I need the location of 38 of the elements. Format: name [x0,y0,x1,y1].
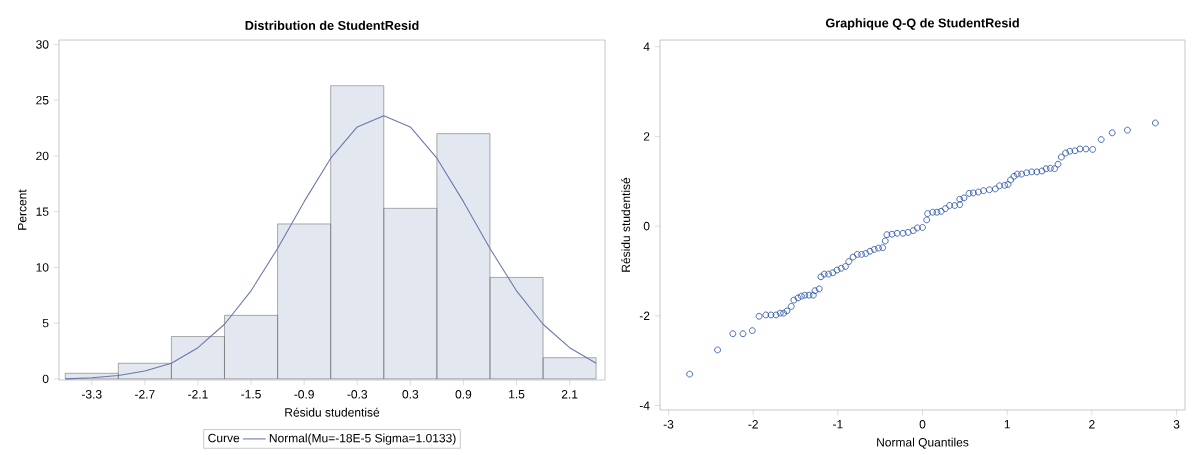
x-tick-label: -3.3 [81,390,102,399]
y-axis-title: Percent [18,189,27,230]
x-tick-label: -2.1 [188,390,208,399]
x-tick-label: -0.3 [347,390,368,399]
chart-title: Graphique Q-Q de StudentResid [825,18,1019,30]
x-axis-title: Normal Quantiles [877,437,969,449]
x-tick-label: -0.9 [294,390,314,399]
chart-title: Distribution de StudentResid [245,20,419,30]
y-tick-label: 20 [36,151,49,161]
y-tick-label: 0 [643,221,650,231]
y-tick-label: 4 [643,42,650,51]
x-tick-label: 2.1 [561,390,578,399]
x-tick-label: -2 [748,420,758,429]
x-tick-label: -3 [663,420,674,429]
x-axis-title: Résidu studentisé [285,407,380,417]
x-tick-label: 0.9 [455,390,472,399]
legend-title: Curve [208,433,240,443]
legend-label: Normal(Mu=-18E-5 Sigma=1.0133) [269,433,456,445]
y-tick-label: 0 [42,374,49,384]
y-tick-label: 2 [643,132,650,141]
x-tick-label: 1 [1004,420,1010,429]
x-tick-label: -1 [833,420,843,429]
y-tick-label: 10 [36,263,49,272]
y-tick-label: -4 [639,401,650,410]
y-tick-label: -2 [639,311,650,321]
y-axis-title: Résidu studentisé [621,177,631,272]
y-tick-label: 5 [42,318,49,328]
x-tick-label: 2 [1089,420,1095,429]
y-tick-label: 25 [36,95,49,105]
x-tick-label: 1.5 [509,390,525,399]
y-tick-label: 15 [36,207,49,216]
x-tick-label: 0.3 [402,390,419,399]
x-tick-label: -1.5 [241,390,261,399]
line-series [64,115,597,380]
x-tick-label: 0 [919,420,926,429]
x-tick-label: 3 [1173,420,1180,429]
y-tick-label: 30 [36,40,49,49]
x-tick-label: -2.7 [135,390,155,399]
